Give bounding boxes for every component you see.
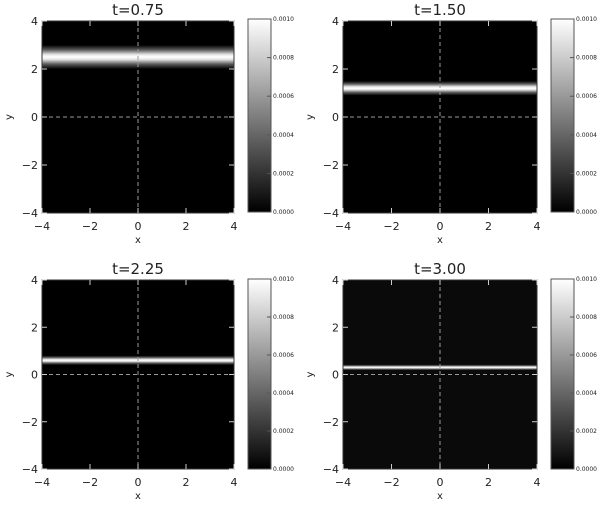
colorbar-tick-label: 0.0008 xyxy=(273,314,294,321)
y-tick-label: −2 xyxy=(323,159,339,172)
panel-title: t=3.00 xyxy=(414,260,466,278)
y-tick-label: −2 xyxy=(22,416,38,429)
colorbar xyxy=(550,18,575,213)
panel-4: −4 −2 0 2 4 −4 −2 0 2 4 t=3.00 x y 0.0000 0.0002 0.0004… xyxy=(305,260,597,502)
colorbar xyxy=(247,278,272,470)
x-tick-label: 2 xyxy=(485,220,492,233)
y-axis-label: y xyxy=(305,114,316,120)
y-tick-label: 4 xyxy=(332,274,339,287)
y-axis-label: y xyxy=(305,371,316,377)
x-tick-label: −2 xyxy=(383,220,399,233)
colorbar-tick-label: 0.0006 xyxy=(576,352,597,359)
y-tick-label: 4 xyxy=(31,15,38,28)
y-tick-label: 2 xyxy=(332,63,339,76)
colorbar-tick-label: 0.0002 xyxy=(576,170,597,177)
y-tick-label: 0 xyxy=(332,369,339,382)
panel-title: t=2.25 xyxy=(112,260,164,278)
x-tick-label: −4 xyxy=(335,476,351,489)
x-tick-label: 4 xyxy=(231,476,238,489)
y-tick-label: 0 xyxy=(31,111,38,124)
y-tick-label: 2 xyxy=(31,321,38,334)
y-axis-label: y xyxy=(4,371,15,377)
colorbar-tick-label: 0.0002 xyxy=(273,170,294,177)
colorbar xyxy=(550,278,575,470)
density-band xyxy=(343,81,537,96)
y-tick-label: 0 xyxy=(332,111,339,124)
x-tick-label: −4 xyxy=(335,220,351,233)
colorbar-tick-label: 0.0006 xyxy=(273,352,294,359)
x-tick-label: −2 xyxy=(383,476,399,489)
x-tick-label: −2 xyxy=(82,476,98,489)
colorbar-tick-label: 0.0010 xyxy=(576,16,597,23)
x-tick-label: 4 xyxy=(534,220,541,233)
colorbar-tick-label: 0.0004 xyxy=(576,390,597,397)
x-tick-label: −4 xyxy=(34,220,50,233)
x-axis-label: x xyxy=(437,491,443,502)
x-axis-label: x xyxy=(437,235,443,246)
colorbar-tick-label: 0.0008 xyxy=(576,55,597,62)
colorbar-tick-label: 0.0002 xyxy=(576,428,597,435)
x-tick-label: 0 xyxy=(135,476,142,489)
x-tick-label: 0 xyxy=(135,220,142,233)
colorbar-tick-label: 0.0010 xyxy=(576,276,597,283)
x-axis-label: x xyxy=(135,491,141,502)
colorbar-tick-label: 0.0008 xyxy=(273,55,294,62)
x-tick-label: −4 xyxy=(34,476,50,489)
x-tick-label: 4 xyxy=(231,220,238,233)
colorbar-tick-label: 0.0010 xyxy=(273,276,294,283)
y-tick-label: 0 xyxy=(31,369,38,382)
colorbar-tick-label: 0.0008 xyxy=(576,314,597,321)
y-axis-label: y xyxy=(4,114,15,120)
y-tick-label: 2 xyxy=(31,63,38,76)
panel-1: −4 −2 0 2 4 −4 −2 0 2 4 t=0.75 x y 0.0000 0.0002 0.0004… xyxy=(4,1,294,246)
colorbar-tick-label: 0.0000 xyxy=(576,209,597,216)
y-tick-label: −4 xyxy=(22,207,38,220)
x-tick-label: 2 xyxy=(183,220,190,233)
y-tick-label: −2 xyxy=(323,416,339,429)
panel-3: −4 −2 0 2 4 −4 −2 0 2 4 t=2.25 x y 0.0000 0.0002 0.0004… xyxy=(4,260,294,502)
x-axis-label: x xyxy=(135,235,141,246)
x-tick-label: 2 xyxy=(183,476,190,489)
y-tick-label: 4 xyxy=(31,274,38,287)
y-tick-label: 2 xyxy=(332,321,339,334)
y-tick-label: 4 xyxy=(332,15,339,28)
colorbar xyxy=(247,18,272,213)
y-tick-label: −4 xyxy=(22,463,38,476)
y-tick-label: −4 xyxy=(323,463,339,476)
colorbar-tick-label: 0.0004 xyxy=(273,390,294,397)
colorbar-tick-label: 0.0006 xyxy=(273,93,294,100)
colorbar-tick-label: 0.0010 xyxy=(273,16,294,23)
x-tick-label: 0 xyxy=(437,220,444,233)
colorbar-tick-label: 0.0004 xyxy=(273,132,294,139)
x-tick-label: 2 xyxy=(485,476,492,489)
x-tick-label: −2 xyxy=(82,220,98,233)
y-tick-label: −4 xyxy=(323,207,339,220)
colorbar-tick-label: 0.0006 xyxy=(576,93,597,100)
colorbar-tick-label: 0.0004 xyxy=(576,132,597,139)
colorbar-tick-label: 0.0000 xyxy=(273,466,294,473)
panel-2: −4 −2 0 2 4 −4 −2 0 2 4 t=1.50 x y 0.0000 0.0002 0.0004… xyxy=(305,1,597,246)
panel-title: t=1.50 xyxy=(414,1,466,19)
x-tick-label: 0 xyxy=(437,476,444,489)
x-tick-label: 4 xyxy=(534,476,541,489)
colorbar-tick-label: 0.0000 xyxy=(576,466,597,473)
y-tick-label: −2 xyxy=(22,159,38,172)
panel-title: t=0.75 xyxy=(112,1,164,19)
colorbar-tick-label: 0.0002 xyxy=(273,428,294,435)
colorbar-tick-label: 0.0000 xyxy=(273,209,294,216)
